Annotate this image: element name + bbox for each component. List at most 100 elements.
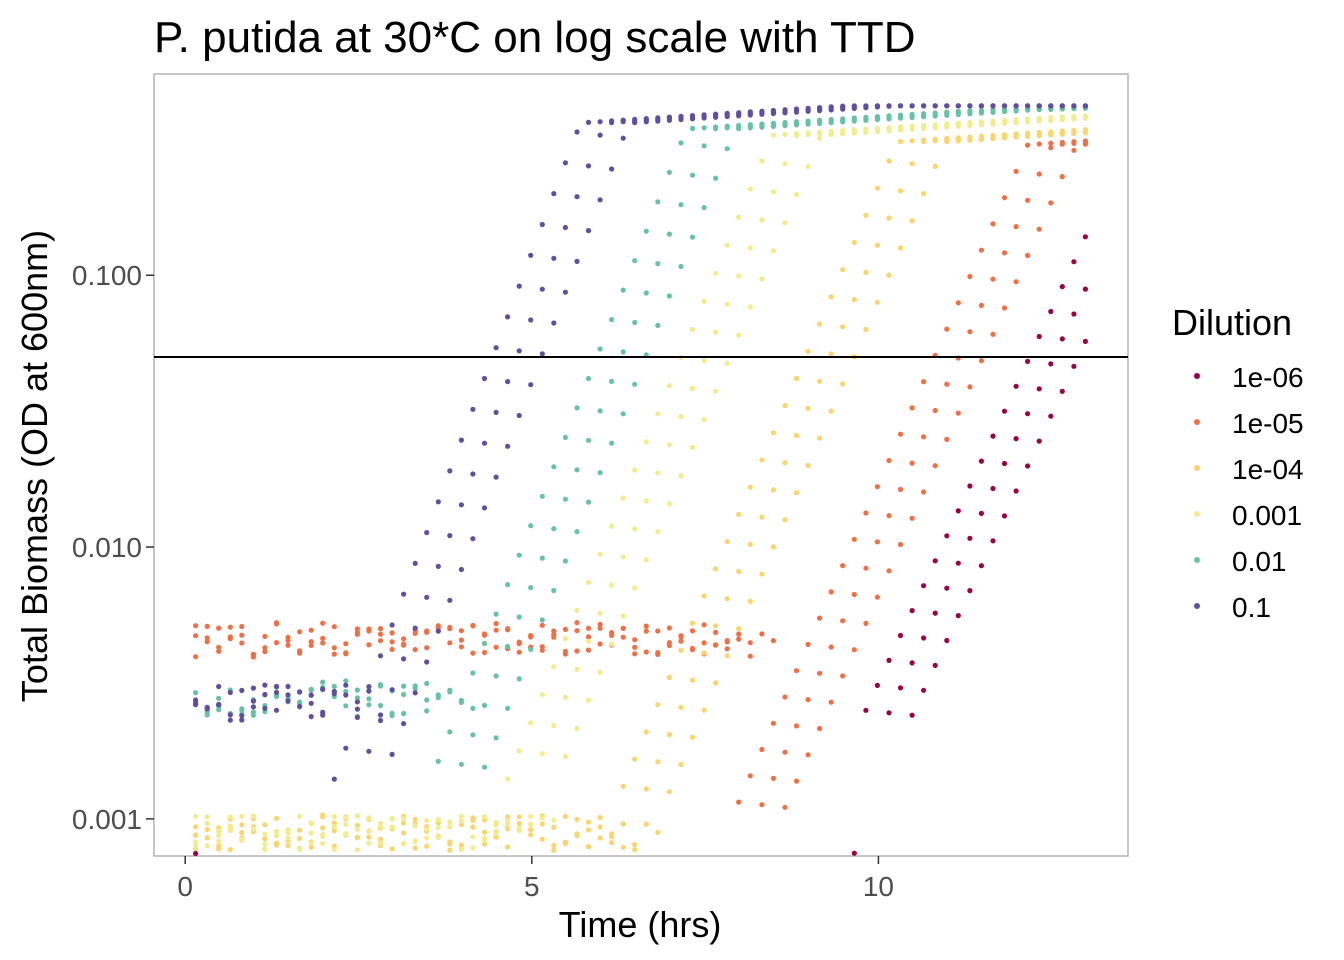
data-point: [320, 620, 326, 626]
data-point: [493, 822, 499, 828]
data-point: [516, 820, 522, 827]
data-point: [528, 821, 534, 827]
data-point: [921, 379, 927, 385]
data-point: [1001, 250, 1008, 256]
legend-key: [1194, 465, 1200, 471]
data-point: [609, 831, 615, 837]
data-point: [297, 813, 303, 819]
data-point: [1001, 513, 1008, 519]
data-point: [331, 624, 337, 630]
data-point: [978, 136, 985, 142]
data-point: [539, 821, 545, 827]
data-point: [828, 351, 834, 357]
legend-key: [1194, 511, 1200, 517]
data-point: [354, 714, 360, 721]
data-point: [539, 622, 545, 628]
data-point: [204, 820, 210, 827]
data-point: [620, 821, 626, 827]
data-point: [193, 690, 199, 696]
data-point: [840, 324, 846, 330]
data-point: [897, 103, 904, 109]
data-point: [597, 814, 603, 821]
data-point: [435, 499, 441, 505]
data-point: [551, 634, 557, 640]
data-point: [886, 657, 892, 664]
data-point: [782, 131, 788, 137]
data-point: [331, 824, 337, 830]
data-point: [620, 554, 626, 560]
data-point: [851, 850, 857, 856]
data-point: [493, 621, 499, 627]
data-point: [1071, 259, 1077, 265]
data-point: [551, 817, 557, 823]
data-point: [805, 131, 811, 138]
data-point: [863, 117, 869, 123]
data-point: [655, 702, 661, 708]
data-point: [401, 840, 407, 847]
data-point: [1025, 411, 1031, 417]
data-point: [817, 321, 823, 327]
data-point: [689, 326, 696, 333]
legend-key: [1194, 373, 1200, 379]
data-point: [481, 505, 488, 511]
data-point: [897, 541, 904, 548]
data-point: [343, 650, 349, 656]
data-point: [713, 623, 719, 629]
data-point: [1013, 108, 1019, 114]
data-point: [817, 131, 823, 137]
data-point: [736, 332, 742, 338]
data-point: [216, 843, 222, 849]
x-tick-label: 10: [863, 871, 894, 902]
data-point: [851, 536, 857, 542]
data-point: [447, 687, 453, 693]
data-point: [1082, 130, 1088, 136]
data-point: [1036, 438, 1042, 444]
data-point: [967, 273, 973, 280]
data-point: [701, 593, 707, 599]
data-point: [597, 669, 603, 675]
data-point: [713, 642, 719, 648]
data-point: [1013, 436, 1019, 442]
data-point: [909, 660, 915, 666]
data-point: [493, 345, 499, 351]
data-point: [562, 160, 569, 166]
data-point: [817, 725, 823, 732]
data-point: [297, 827, 303, 833]
data-point: [897, 632, 904, 639]
data-point: [759, 158, 765, 164]
data-point: [273, 833, 280, 839]
data-point: [424, 708, 430, 714]
data-point: [297, 835, 303, 841]
data-point: [689, 444, 696, 451]
data-point: [389, 630, 395, 636]
data-point: [331, 820, 337, 826]
data-point: [366, 642, 372, 648]
data-point: [493, 830, 499, 837]
data-point: [736, 636, 742, 642]
data-point: [817, 120, 823, 126]
data-point: [493, 627, 499, 633]
data-point: [921, 191, 927, 197]
legend-label: 1e-04: [1232, 454, 1304, 485]
data-point: [516, 828, 522, 834]
data-point: [666, 117, 673, 123]
data-point: [840, 106, 846, 112]
data-point: [609, 378, 615, 384]
data-point: [539, 692, 545, 698]
data-point: [458, 842, 464, 848]
data-point: [759, 802, 765, 808]
data-point: [909, 114, 915, 121]
data-point: [678, 473, 684, 479]
data-point: [389, 710, 395, 717]
data-point: [528, 832, 534, 838]
data-point: [539, 836, 545, 842]
data-point: [216, 625, 222, 631]
data-point: [412, 683, 418, 689]
data-point: [551, 824, 557, 830]
data-point: [1013, 488, 1019, 494]
series-0.01: [193, 104, 1088, 770]
data-point: [713, 270, 719, 276]
data-point: [204, 639, 210, 645]
data-point: [412, 816, 418, 822]
data-point: [1048, 103, 1054, 109]
